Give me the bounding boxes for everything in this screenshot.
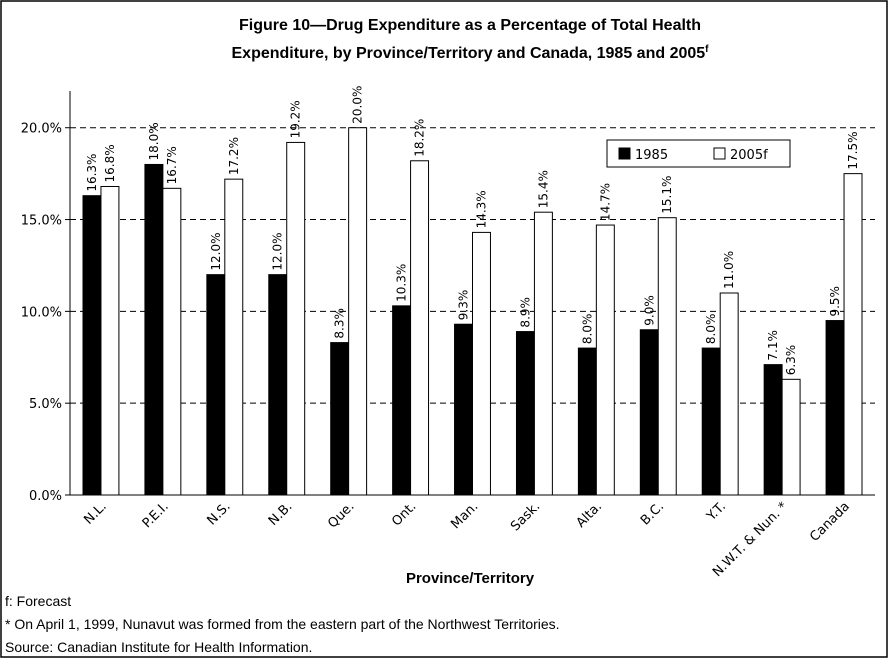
value-label: 12.0% bbox=[271, 233, 285, 271]
bar bbox=[533, 211, 553, 496]
value-label: 20.0% bbox=[351, 86, 365, 124]
legend-box bbox=[606, 139, 791, 168]
legend-label: 2005f bbox=[730, 148, 768, 163]
y-tick-label: 0.0% bbox=[29, 489, 62, 504]
value-label: 8.9% bbox=[518, 297, 532, 328]
y-tick-label: 5.0% bbox=[29, 397, 62, 412]
value-label: 9.5% bbox=[828, 286, 842, 317]
value-label: 7.1% bbox=[766, 330, 780, 361]
x-tick-label: Canada bbox=[807, 499, 853, 545]
value-label: 18.2% bbox=[413, 119, 427, 157]
x-tick-label: Y.T. bbox=[704, 499, 729, 524]
value-label: 11.0% bbox=[722, 251, 736, 289]
legend-swatch bbox=[618, 147, 631, 160]
note: Source: Canadian Institute for Health In… bbox=[5, 639, 312, 655]
bar bbox=[224, 178, 244, 496]
bar bbox=[144, 163, 164, 496]
value-label: 12.0% bbox=[209, 233, 223, 271]
bar bbox=[268, 274, 288, 496]
bar bbox=[639, 329, 659, 496]
value-label: 16.7% bbox=[165, 146, 179, 184]
y-tick-label: 15.0% bbox=[21, 214, 62, 229]
value-label: 19.2% bbox=[289, 100, 303, 138]
bar bbox=[410, 160, 430, 496]
value-label: 14.7% bbox=[598, 183, 612, 221]
y-tick-label: 10.0% bbox=[21, 305, 62, 320]
bar bbox=[701, 347, 721, 496]
bar bbox=[100, 185, 120, 496]
x-tick-label: Ont. bbox=[389, 499, 419, 529]
x-tick-label: N.B. bbox=[266, 499, 296, 529]
value-label: 6.3% bbox=[784, 345, 798, 376]
bar bbox=[719, 292, 739, 496]
note: f: Forecast bbox=[5, 593, 71, 609]
chart-title: Expenditure, by Province/Territory and C… bbox=[232, 44, 710, 62]
x-tick-label: N.L. bbox=[81, 499, 109, 527]
x-axis-label: Province/Territory bbox=[406, 570, 535, 587]
x-tick-label: Sask. bbox=[508, 499, 543, 534]
value-label: 8.0% bbox=[704, 314, 718, 345]
title-superscript: f bbox=[705, 44, 709, 55]
value-label: 17.2% bbox=[227, 137, 241, 175]
bar bbox=[763, 364, 783, 496]
legend-swatch bbox=[713, 147, 726, 160]
bar bbox=[657, 217, 677, 496]
bar bbox=[286, 141, 306, 496]
legend-label: 1985 bbox=[635, 148, 668, 163]
title-line: Expenditure, by Province/Territory and C… bbox=[232, 45, 706, 62]
x-tick-label: N.S. bbox=[204, 499, 233, 528]
bar bbox=[595, 224, 615, 496]
value-label: 15.4% bbox=[536, 170, 550, 208]
x-tick-label: Man. bbox=[448, 499, 481, 532]
x-tick-label: Alta. bbox=[574, 499, 606, 531]
value-label: 16.8% bbox=[103, 144, 117, 182]
bar bbox=[825, 320, 845, 496]
value-label: 8.3% bbox=[333, 308, 347, 339]
value-label: 8.0% bbox=[580, 314, 594, 345]
value-label: 10.3% bbox=[395, 264, 409, 302]
bar bbox=[348, 127, 368, 496]
chart-title: Figure 10—Drug Expenditure as a Percenta… bbox=[239, 17, 701, 34]
bar bbox=[392, 305, 412, 496]
note: * On April 1, 1999, Nunavut was formed f… bbox=[5, 616, 560, 632]
value-label: 18.0% bbox=[147, 122, 161, 160]
bar bbox=[330, 342, 350, 496]
bar bbox=[472, 231, 491, 496]
x-tick-label: P.E.I. bbox=[140, 499, 172, 531]
bar bbox=[515, 331, 535, 496]
bar bbox=[206, 274, 226, 496]
x-tick-label: B.C. bbox=[638, 499, 667, 528]
value-label: 14.3% bbox=[474, 190, 488, 228]
bar bbox=[843, 173, 863, 496]
value-label: 9.3% bbox=[457, 290, 471, 321]
bar bbox=[454, 323, 473, 496]
bar bbox=[577, 347, 597, 496]
bar bbox=[781, 378, 801, 496]
x-tick-label: Que. bbox=[325, 499, 357, 531]
bar bbox=[162, 187, 182, 496]
value-label: 15.1% bbox=[660, 176, 674, 214]
value-label: 16.3% bbox=[85, 154, 99, 192]
value-label: 9.0% bbox=[642, 295, 656, 326]
value-label: 17.5% bbox=[846, 132, 860, 170]
bar bbox=[82, 195, 102, 496]
y-tick-label: 20.0% bbox=[21, 122, 62, 137]
